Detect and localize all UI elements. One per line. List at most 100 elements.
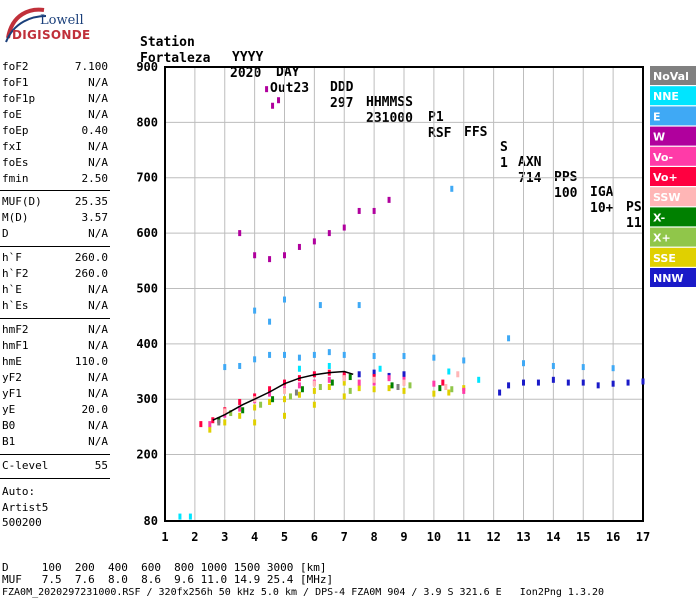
- param-key: B1: [2, 435, 16, 448]
- data-point: [259, 401, 263, 408]
- data-point: [372, 353, 376, 360]
- param-value: N/A: [88, 227, 108, 240]
- x-tick-labels: 1 2 3 4 5 6 7 8 9 10 11 12 13 14 15 16 17: [161, 530, 650, 544]
- data-point: [372, 207, 376, 214]
- param-key: C-level: [2, 459, 49, 472]
- data-point: [396, 384, 400, 391]
- param-key: foF1: [2, 76, 29, 89]
- data-point: [402, 371, 406, 378]
- data-point: [536, 379, 540, 386]
- param-b1: B1 N/A: [2, 435, 108, 451]
- param-hes: h`Es N/A: [2, 299, 108, 315]
- data-point: [581, 364, 585, 371]
- data-point: [188, 513, 192, 520]
- y-tick-label: 200: [136, 448, 158, 462]
- param-value: 7.100: [74, 60, 108, 73]
- header-value: Out23: [270, 81, 310, 96]
- data-point: [223, 364, 227, 371]
- data-point: [268, 390, 272, 397]
- y-tick-label: 900: [136, 60, 158, 74]
- data-point: [211, 417, 215, 424]
- y-tick-label: 500: [136, 281, 158, 295]
- legend-swatch: [650, 268, 696, 287]
- chart-legend: NoVal NNE EW Vo- Vo+ SSW X- X+ SSE NNW: [650, 66, 696, 287]
- param-value: N/A: [88, 371, 108, 384]
- data-point: [348, 387, 352, 394]
- data-point: [342, 351, 346, 358]
- legend-label: X-: [653, 211, 665, 224]
- param-key: hmF1: [2, 339, 29, 352]
- legend-swatch: [650, 66, 696, 85]
- data-point: [357, 371, 361, 378]
- data-point: [253, 252, 257, 259]
- x-tick-label: 14: [546, 530, 560, 544]
- param-key: h`E: [2, 283, 22, 296]
- legend-swatch: [650, 227, 696, 247]
- data-point: [348, 374, 352, 381]
- param-hmf1: hmF1 N/A: [2, 339, 108, 355]
- data-point: [327, 376, 331, 383]
- param-value: N/A: [88, 387, 108, 400]
- param-value: 55: [94, 459, 108, 472]
- data-point: [581, 379, 585, 386]
- param-key: h`F2: [2, 267, 29, 280]
- data-point: [402, 353, 406, 360]
- header-label: P1: [428, 110, 444, 125]
- legend-label: Vo+: [653, 171, 678, 184]
- param-hme: hmE 110.0: [2, 355, 108, 371]
- data-point: [268, 256, 272, 263]
- data-point: [253, 419, 257, 426]
- data-point: [178, 513, 182, 520]
- data-point: [432, 390, 436, 397]
- header-label: DDD: [330, 80, 354, 95]
- data-point: [327, 230, 331, 237]
- data-point: [387, 196, 391, 203]
- header-value: 100: [554, 186, 578, 201]
- param-value: N/A: [88, 92, 108, 105]
- data-point: [477, 376, 481, 383]
- legend-swatch: [650, 207, 696, 227]
- x-tick-label: 11: [457, 530, 471, 544]
- divider: [0, 478, 110, 479]
- data-point: [297, 243, 301, 250]
- legend-label: W: [653, 131, 665, 144]
- param-muf-d: MUF(D) 25.35: [2, 195, 108, 211]
- param-key: h`F: [2, 251, 22, 264]
- data-point: [611, 380, 615, 387]
- data-point: [387, 385, 391, 392]
- auto-label: Auto:: [2, 485, 36, 498]
- header-value: Fortaleza: [140, 51, 211, 66]
- param-value: N/A: [88, 435, 108, 448]
- param-value: N/A: [88, 156, 108, 169]
- data-point: [611, 365, 615, 372]
- data-point: [229, 410, 233, 417]
- param-key: foEs: [2, 156, 29, 169]
- legend-label: E: [653, 110, 661, 123]
- param-key: fxI: [2, 140, 22, 153]
- y-tick-label: 600: [136, 226, 158, 240]
- data-point: [447, 389, 451, 396]
- data-point: [447, 368, 451, 375]
- data-point: [441, 379, 445, 386]
- data-point: [387, 375, 391, 382]
- header-value: 11: [626, 216, 642, 231]
- data-point: [357, 207, 361, 214]
- data-point: [268, 398, 272, 405]
- header-values: Fortaleza 2020 Out23 297 231000 RSF 1 71…: [140, 36, 642, 231]
- data-point: [297, 354, 301, 361]
- param-value: N/A: [88, 283, 108, 296]
- logo-swoosh-icon: [5, 7, 47, 43]
- data-point: [283, 252, 286, 259]
- x-tick-label: 3: [221, 530, 228, 544]
- legend-label: SSW: [653, 191, 680, 204]
- data-point: [297, 382, 301, 389]
- legend-swatch: [650, 86, 696, 106]
- data-point: [566, 379, 570, 386]
- header-labels: Station YYYY DAY DDD HHMMSS P1 FFS S AXN…: [140, 20, 642, 215]
- data-point: [342, 379, 346, 386]
- param-yf2: yF2 N/A: [2, 371, 108, 387]
- data-point: [241, 407, 245, 414]
- x-tick-label: 12: [486, 530, 500, 544]
- divider: [0, 454, 110, 455]
